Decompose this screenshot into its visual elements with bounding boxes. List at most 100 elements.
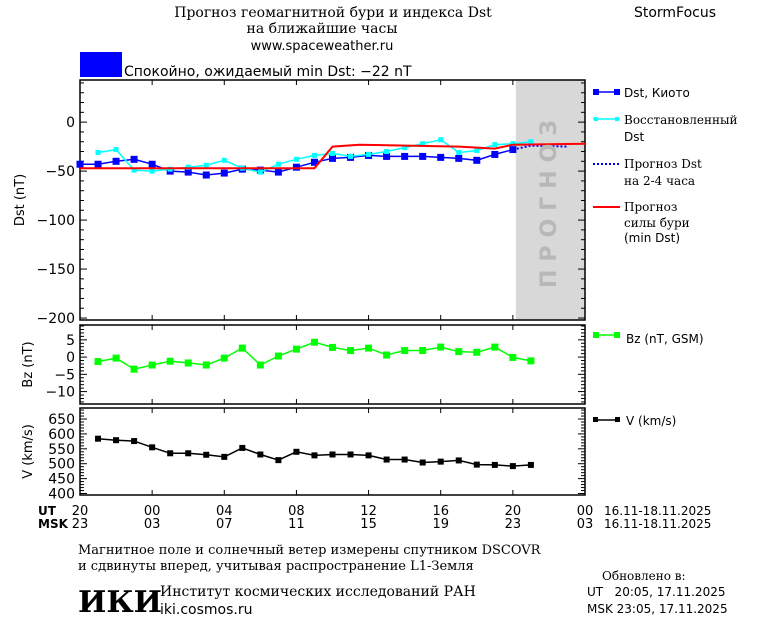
x-axis-ut-range: 16.11-18.11.2025: [604, 504, 711, 518]
data-point: [509, 353, 517, 361]
data-point: [347, 347, 355, 355]
forecast-zone: [515, 80, 585, 320]
data-point: [311, 452, 318, 459]
legend-forecast-1: Прогноз Dst: [624, 157, 702, 171]
data-point: [130, 155, 138, 163]
data-point: [401, 456, 408, 463]
legend-storm-1: Прогноз: [624, 200, 677, 214]
forecast-zone-label: ПРОГНОЗ: [537, 112, 562, 288]
legend-restored-2: Dst: [624, 130, 644, 144]
data-point: [509, 146, 517, 154]
brand-name: StormFocus: [634, 5, 716, 21]
data-point: [419, 152, 427, 160]
y-tick-label: 500: [48, 457, 75, 473]
data-point: [384, 149, 390, 155]
updated-label: Обновлено в:: [602, 569, 686, 583]
panel-1: 0 −50 −100 −150 −200 Dst (nT): [13, 79, 586, 327]
data-point: [112, 354, 120, 362]
data-point: [456, 149, 462, 155]
data-point: [94, 358, 102, 366]
data-point: [293, 448, 300, 455]
data-point: [510, 141, 516, 147]
data-point: [366, 151, 372, 157]
data-point: [330, 150, 335, 156]
data-point: [131, 167, 137, 173]
data-point: [492, 142, 498, 148]
data-point: [95, 149, 101, 155]
data-point: [202, 171, 210, 179]
data-point: [528, 139, 534, 145]
x-tick-label-ut: 08: [288, 504, 305, 519]
plot-frame: [79, 324, 586, 405]
data-point: [203, 451, 210, 458]
x-tick-label-msk: 23: [72, 517, 89, 532]
data-point: [148, 361, 156, 369]
y-axis-label: V (km/s): [21, 424, 36, 479]
site-url: www.spaceweather.ru: [251, 39, 394, 54]
data-point: [220, 169, 228, 177]
data-point: [419, 347, 427, 355]
plot-frame: [79, 79, 586, 321]
y-tick-label: −10: [45, 385, 75, 401]
x-tick-label-msk: 03: [144, 517, 161, 532]
data-point: [473, 156, 481, 164]
data-point: [527, 461, 534, 468]
legend-marker-dst: [593, 89, 599, 95]
data-point: [94, 160, 102, 168]
data-point: [257, 451, 264, 458]
data-point: [365, 452, 372, 459]
y-tick-label: 5: [66, 333, 75, 349]
data-point: [527, 357, 535, 365]
data-point: [202, 361, 210, 369]
data-point: [402, 145, 408, 151]
y-tick-label: 600: [48, 427, 75, 443]
data-point: [149, 168, 155, 174]
data-point: [383, 351, 391, 359]
x-tick-label-ut: 04: [216, 504, 233, 519]
x-axis-msk-label: MSK: [38, 517, 69, 531]
series-storm-forecast-line: [80, 142, 586, 170]
data-point: [310, 338, 318, 346]
x-tick-label-ut: 00: [577, 504, 594, 519]
legend-dst-kyoto: Dst, Киото: [624, 86, 690, 100]
data-point: [131, 438, 138, 445]
data-point: [275, 457, 282, 464]
data-point: [239, 444, 246, 451]
title-line1: Прогноз геомагнитной бури и индекса Dst: [174, 5, 492, 21]
data-point: [455, 348, 463, 356]
data-point: [112, 157, 120, 165]
data-point: [437, 343, 445, 351]
x-tick-label-msk: 15: [360, 517, 377, 532]
data-point: [310, 158, 318, 166]
data-point: [166, 357, 174, 365]
x-axis-msk-range: 16.11-18.11.2025: [604, 517, 711, 531]
data-point: [185, 450, 192, 457]
series-line-2-1: [97, 341, 532, 371]
data-point: [329, 343, 336, 351]
data-point: [184, 168, 192, 176]
footer-note-1: Магнитное поле и солнечный ветер измерен…: [78, 543, 542, 558]
legend-v: V (km/s): [626, 414, 676, 428]
y-tick-label: 0: [66, 115, 75, 131]
data-point: [130, 365, 138, 373]
data-point: [365, 344, 373, 352]
data-point: [420, 141, 426, 147]
data-point: [149, 444, 156, 451]
updated-msk: MSK 23:05, 17.11.2025: [587, 602, 728, 616]
y-axis-label: Bz (nT): [21, 341, 36, 387]
legend-restored-1: Восстановленный: [624, 113, 738, 127]
data-point: [347, 451, 354, 458]
institute-site: iki.cosmos.ru: [160, 602, 252, 618]
status-text: Спокойно, ожидаемый min Dst: −22 nT: [124, 64, 412, 80]
x-tick-label-ut: 16: [432, 504, 449, 519]
updated-ut: UT 20:05, 17.11.2025: [587, 585, 725, 599]
y-tick-label: 0: [66, 350, 75, 366]
data-point: [221, 157, 227, 163]
y-tick-label: −200: [37, 311, 75, 327]
institute-name: Институт космических исследований РАН: [160, 584, 476, 600]
data-point: [438, 137, 444, 143]
x-tick-label-ut: 20: [505, 504, 522, 519]
legend-forecast-2: на 2-4 часа: [624, 174, 695, 188]
